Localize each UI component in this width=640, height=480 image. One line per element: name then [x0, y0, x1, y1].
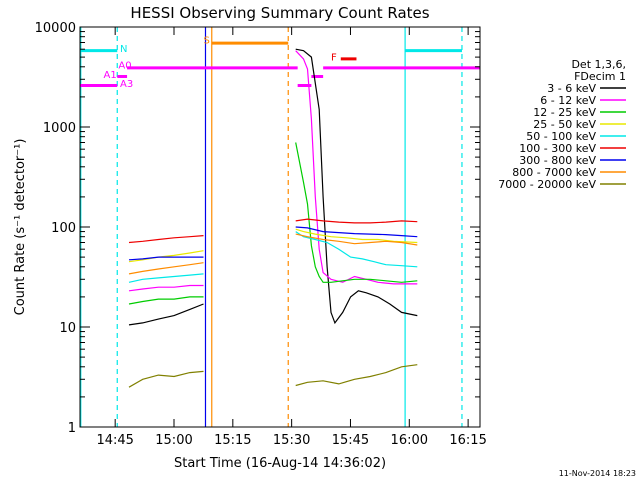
x-tick-label: 15:30: [273, 433, 310, 448]
series-line: [128, 303, 204, 326]
series-line: [295, 218, 418, 224]
series-line: [295, 226, 418, 238]
x-tick-label: 16:15: [449, 433, 486, 448]
legend-label: 3 - 6 keV: [547, 82, 596, 95]
flag-label: F: [331, 53, 337, 64]
series-line: [128, 296, 204, 305]
chart-title: HESSI Observing Summary Count Rates: [130, 4, 429, 22]
series-line: [128, 262, 204, 275]
series-line: [295, 142, 418, 283]
x-axis-label: Start Time (16-Aug-14 14:36:02): [174, 456, 386, 471]
series-group: [128, 228, 418, 263]
series-line: [295, 48, 418, 325]
series-group: [128, 142, 418, 305]
flag-label: A0: [118, 60, 131, 71]
series-group: [128, 364, 418, 388]
series-group: [128, 226, 418, 261]
series-group: [128, 218, 418, 244]
plot-frame: [79, 26, 481, 428]
series-line: [295, 50, 418, 285]
x-tick-label: 15:15: [214, 433, 251, 448]
y-tick-label: 10: [59, 321, 76, 336]
legend-header: Det 1,3,6,: [571, 58, 626, 71]
x-axis: 14:45 15:00 15:15 15:30 15:45 16:00 16:15: [96, 27, 487, 448]
series-group: [128, 233, 418, 275]
y-tick-label: 1: [68, 421, 76, 436]
y-tick-label: 100: [51, 221, 76, 236]
legend-label: 50 - 100 keV: [526, 130, 596, 143]
y-tick-label: 1000: [43, 121, 76, 136]
series-line: [128, 370, 204, 388]
y-tick-label: 10000: [35, 21, 76, 36]
flag-label: N: [120, 44, 127, 55]
footer-date: 11-Nov-2014 18:23: [559, 469, 636, 478]
series-line: [295, 231, 418, 268]
series-group: [128, 48, 418, 326]
legend-header: FDecim 1: [574, 70, 626, 83]
legend-label: 100 - 300 keV: [519, 142, 596, 155]
series-line: [295, 233, 418, 246]
flag-label: S: [204, 36, 210, 47]
legend-label: 300 - 800 keV: [519, 154, 596, 167]
series-line: [128, 250, 204, 263]
series-line: [128, 256, 204, 261]
x-tick-label: 15:45: [332, 433, 369, 448]
y-axis: 1 10 100 1000 10000: [35, 21, 480, 436]
flag-label: A1: [104, 70, 117, 81]
series-group: [128, 50, 418, 292]
series-line: [128, 284, 204, 292]
x-tick-label: 14:45: [96, 433, 133, 448]
series-group: [128, 231, 418, 283]
legend-label: 25 - 50 keV: [533, 118, 596, 131]
series-line: [128, 235, 204, 244]
flag-label: A3: [120, 79, 133, 90]
legend-label: 12 - 25 keV: [533, 106, 596, 119]
x-tick-label: 16:00: [391, 433, 428, 448]
x-tick-label: 15:00: [155, 433, 192, 448]
legend-label: 7000 - 20000 keV: [498, 178, 596, 191]
y-axis-label: Count Rate (s⁻¹ detector⁻¹): [13, 139, 28, 316]
legend-label: 800 - 7000 keV: [512, 166, 596, 179]
series-line: [295, 228, 418, 244]
legend-label: 6 - 12 keV: [540, 94, 596, 107]
series-line: [128, 273, 204, 283]
series-line: [295, 364, 418, 387]
